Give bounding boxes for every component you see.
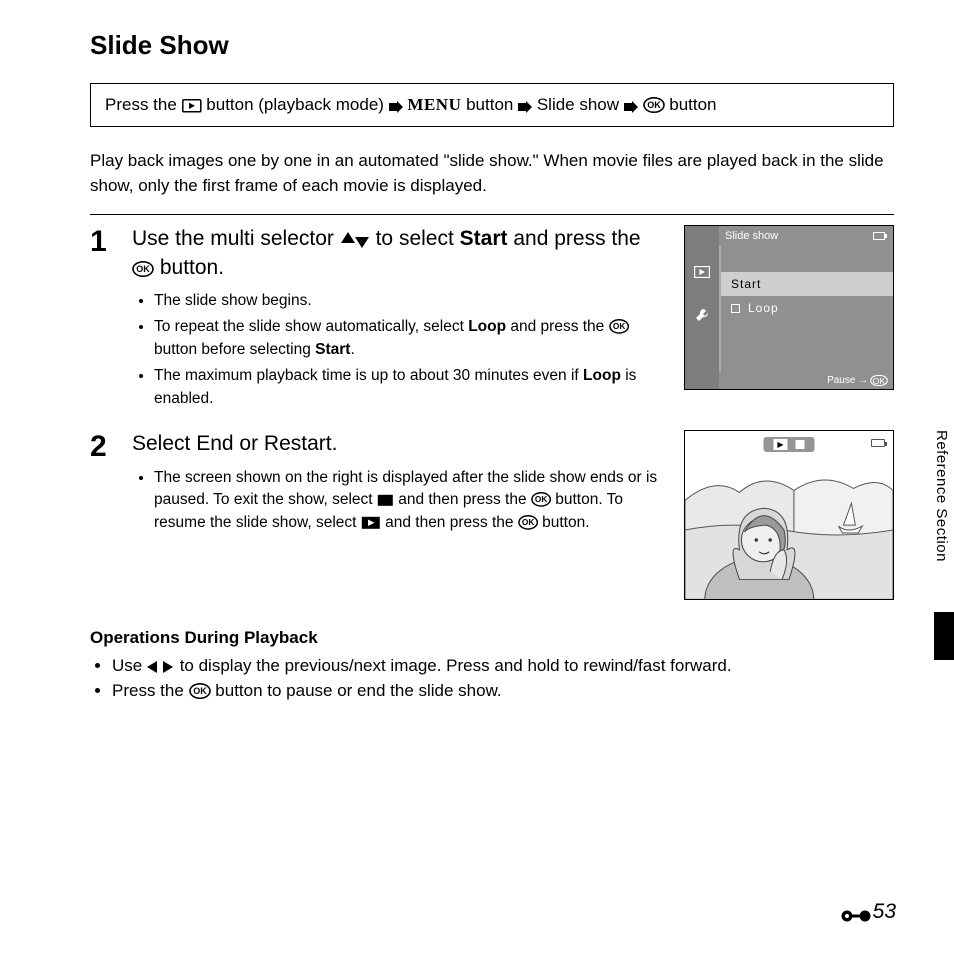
- step-text: to select: [376, 227, 460, 250]
- arrow-right-icon: [624, 101, 638, 113]
- bullet: The slide show begins.: [154, 290, 660, 312]
- page-title: Slide Show: [90, 30, 894, 61]
- bullet-text: button.: [542, 514, 589, 531]
- bullet-text: Start: [315, 341, 350, 358]
- ops-text: Use: [112, 656, 147, 675]
- ops-heading: Operations During Playback: [90, 628, 894, 648]
- bullet-text: button before selecting: [154, 341, 315, 358]
- play-icon: ▶: [774, 439, 788, 450]
- lcd-foot-text: Pause: [827, 375, 855, 386]
- ops-item: Use to display the previous/next image. …: [112, 654, 894, 679]
- step-heading: Select End or Restart.: [132, 430, 660, 458]
- ops-item: Press the button to pause or end the sli…: [112, 679, 894, 704]
- ok-icon: [518, 515, 538, 530]
- ops-text: button to pause or end the slide show.: [215, 681, 501, 700]
- ok-icon: [189, 683, 211, 699]
- bullet-text: and press the: [506, 318, 609, 335]
- left-right-icon: [147, 660, 175, 674]
- step-2: 2 Select End or Restart. The screen show…: [90, 430, 894, 600]
- playback-icon: [182, 99, 202, 113]
- bullet-text: The maximum playback time is up to about…: [154, 367, 583, 384]
- lcd-sidebar: [685, 226, 719, 389]
- lcd-title: Slide show: [725, 230, 778, 242]
- breadcrumb-text: Slide show: [537, 95, 624, 114]
- figure-lcd: Slide show Start Loop Pause → OK: [684, 225, 894, 414]
- step-heading: Use the multi selector to select Start a…: [132, 225, 660, 282]
- step-number: 2: [90, 430, 116, 600]
- tab-marker: [934, 612, 954, 660]
- play-icon: [361, 516, 381, 530]
- page-mark-icon: [841, 906, 871, 922]
- ok-icon: [531, 492, 551, 507]
- scene-svg: [685, 431, 893, 599]
- ok-icon: [643, 97, 665, 113]
- battery-icon: [873, 232, 887, 240]
- battery-icon: [871, 439, 885, 447]
- breadcrumb-text: button: [669, 95, 716, 114]
- page-number-text: 53: [873, 900, 896, 923]
- bullet-text: and then press the: [398, 491, 531, 508]
- side-tab: Reference Section: [926, 430, 954, 640]
- stop-icon: [377, 494, 394, 507]
- lcd-footer: Pause → OK: [719, 372, 893, 389]
- bullet: To repeat the slide show automatically, …: [154, 316, 660, 361]
- ok-icon: [609, 319, 629, 334]
- step-text: Use the multi selector: [132, 227, 340, 250]
- step-1: 1 Use the multi selector to select Start…: [90, 225, 894, 414]
- breadcrumb-text: button (playback mode): [206, 95, 388, 114]
- bullet: The screen shown on the right is display…: [154, 467, 660, 534]
- lcd-row-loop: Loop: [721, 296, 893, 320]
- step-text: and press the: [513, 227, 640, 250]
- ops-text: to display the previous/next image. Pres…: [180, 656, 732, 675]
- scene-controls: ▶: [764, 437, 815, 452]
- bullet-text: and then press the: [385, 514, 518, 531]
- step-bullets: The slide show begins. To repeat the sli…: [132, 290, 660, 410]
- figure-scene: ▶: [684, 430, 894, 600]
- step-text: button.: [160, 256, 224, 279]
- ok-icon: [132, 261, 154, 277]
- step-number: 1: [90, 225, 116, 414]
- bullet-text: Loop: [468, 318, 506, 335]
- arrow-right-icon: [389, 101, 403, 113]
- ok-icon: OK: [870, 375, 888, 386]
- ops-list: Use to display the previous/next image. …: [90, 654, 894, 703]
- arrow-right-icon: [518, 101, 532, 113]
- intro-text: Play back images one by one in an automa…: [90, 149, 894, 198]
- bullet-text: Loop: [583, 367, 621, 384]
- stop-icon: [796, 440, 805, 449]
- lcd-main: Slide show Start Loop Pause → OK: [719, 226, 893, 389]
- up-down-icon: [340, 232, 370, 248]
- breadcrumb-menu: MENU: [407, 95, 461, 114]
- wrench-icon: [694, 307, 710, 326]
- playback-icon: [694, 266, 710, 281]
- lcd-screen: Slide show Start Loop Pause → OK: [684, 225, 894, 390]
- breadcrumb-text: Press the: [105, 95, 182, 114]
- side-label: Reference Section: [933, 430, 950, 562]
- divider: [90, 214, 894, 215]
- bullet: The maximum playback time is up to about…: [154, 365, 660, 410]
- step-bullets: The screen shown on the right is display…: [132, 467, 660, 534]
- page-number: 53: [841, 900, 896, 924]
- lcd-row-label: Loop: [748, 301, 779, 315]
- bullet-text: To repeat the slide show automatically, …: [154, 318, 468, 335]
- breadcrumb: Press the button (playback mode) MENU bu…: [90, 83, 894, 127]
- scene-illustration: ▶: [684, 430, 894, 600]
- ops-text: Press the: [112, 681, 189, 700]
- bullet-text: .: [350, 341, 354, 358]
- breadcrumb-text: button: [466, 95, 518, 114]
- step-text: Start: [460, 227, 508, 250]
- lcd-row-start: Start: [721, 272, 893, 296]
